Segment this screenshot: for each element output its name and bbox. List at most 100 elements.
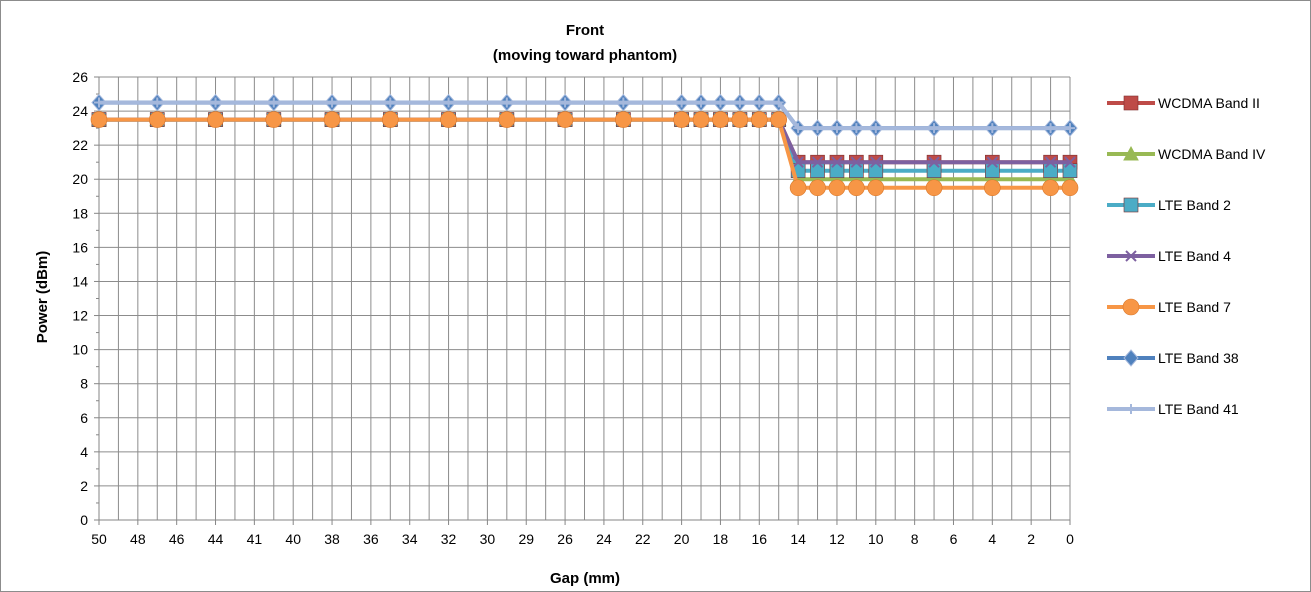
data-point (381, 111, 399, 128)
y-tick-label: 26 (72, 69, 88, 85)
x-tick-label: 41 (247, 531, 263, 547)
x-tick-label: 22 (635, 531, 651, 547)
x-tick-label: 40 (285, 531, 301, 547)
legend-item: WCDMA Band IV (1107, 145, 1266, 162)
data-point (327, 97, 338, 108)
x-tick-label: 29 (518, 531, 534, 547)
data-point (90, 111, 108, 128)
y-tick-label: 22 (72, 137, 88, 153)
legend-marker (1123, 95, 1139, 111)
y-tick-label: 24 (72, 103, 88, 119)
y-tick-label: 0 (80, 512, 88, 528)
data-point (984, 179, 1001, 197)
legend-label: WCDMA Band IV (1158, 146, 1266, 162)
data-point (867, 179, 885, 197)
data-point (1064, 156, 1076, 168)
legend-label: LTE Band 7 (1158, 299, 1231, 315)
data-point (498, 111, 516, 128)
y-tick-label: 18 (72, 205, 88, 221)
data-point (696, 97, 707, 108)
data-point (792, 156, 804, 168)
x-tick-label: 6 (950, 531, 958, 547)
data-point (754, 97, 765, 108)
data-point (850, 156, 863, 168)
data-point (676, 97, 687, 108)
data-point (1065, 123, 1075, 134)
data-point (770, 111, 788, 128)
data-point (831, 156, 843, 168)
y-axis-title: Power (dBm) (34, 251, 51, 344)
data-point (750, 111, 768, 128)
x-tick-label: 38 (324, 531, 340, 547)
data-point (1045, 123, 1056, 134)
y-tick-label: 10 (72, 342, 88, 358)
x-tick-label: 16 (751, 531, 767, 547)
data-point (870, 123, 881, 134)
legend-label: LTE Band 4 (1158, 248, 1231, 264)
data-point (210, 97, 221, 108)
data-point (268, 97, 279, 108)
data-point (560, 97, 571, 108)
y-tick-label: 8 (80, 376, 88, 392)
y-tick-label: 6 (80, 410, 88, 426)
x-tick-label: 48 (130, 531, 146, 547)
data-point (152, 97, 163, 108)
x-tick-label: 14 (790, 531, 806, 547)
x-tick-label: 36 (363, 531, 379, 547)
data-point (501, 97, 512, 108)
data-point (811, 156, 824, 168)
y-tick-label: 14 (72, 273, 88, 289)
data-point (793, 123, 804, 134)
x-tick-label: 8 (911, 531, 919, 547)
data-point (1044, 156, 1057, 168)
data-point (615, 111, 632, 128)
data-point (828, 179, 846, 197)
data-point (928, 156, 940, 168)
legend-item: LTE Band 38 (1107, 349, 1239, 367)
data-point (848, 179, 865, 197)
series-6 (94, 97, 1075, 134)
x-tick-label: 4 (988, 531, 996, 547)
data-point (265, 111, 283, 128)
legend-label: WCDMA Band II (1158, 95, 1260, 111)
legend-item: WCDMA Band II (1107, 95, 1260, 111)
legend-marker (1122, 298, 1140, 316)
y-tick-label: 2 (80, 478, 88, 494)
legend-marker (1123, 197, 1139, 213)
x-tick-label: 30 (480, 531, 496, 547)
data-point (870, 156, 882, 168)
data-point (692, 111, 710, 128)
data-point (734, 97, 745, 108)
y-tick-label: 4 (80, 444, 88, 460)
data-point (831, 123, 842, 134)
legend-item: LTE Band 7 (1107, 298, 1231, 316)
data-point (851, 123, 862, 134)
data-point (673, 111, 690, 128)
y-tick-label: 20 (72, 171, 88, 187)
x-tick-label: 32 (441, 531, 457, 547)
legend-marker (1123, 145, 1139, 161)
legend-item: LTE Band 2 (1107, 197, 1231, 213)
x-tick-label: 2 (1027, 531, 1035, 547)
data-point (207, 111, 224, 128)
legend-label: LTE Band 2 (1158, 197, 1231, 213)
y-tick-label: 16 (72, 239, 88, 255)
data-point (94, 97, 104, 108)
legend: WCDMA Band II WCDMA Band IV LTE Band 2 LTE … (1107, 95, 1266, 417)
legend-marker (1125, 250, 1137, 262)
series-4 (90, 111, 1079, 197)
data-point (731, 111, 749, 128)
legend-marker (1123, 349, 1139, 367)
x-tick-label: 18 (713, 531, 729, 547)
data-point (809, 179, 826, 197)
x-axis-title: Gap (mm) (550, 570, 620, 587)
data-point (323, 111, 341, 128)
data-point (1042, 179, 1059, 197)
grid-layer (98, 76, 1071, 521)
x-tick-label: 46 (169, 531, 185, 547)
series-layer (90, 93, 1079, 197)
data-point (385, 97, 396, 108)
data-point (987, 123, 998, 134)
